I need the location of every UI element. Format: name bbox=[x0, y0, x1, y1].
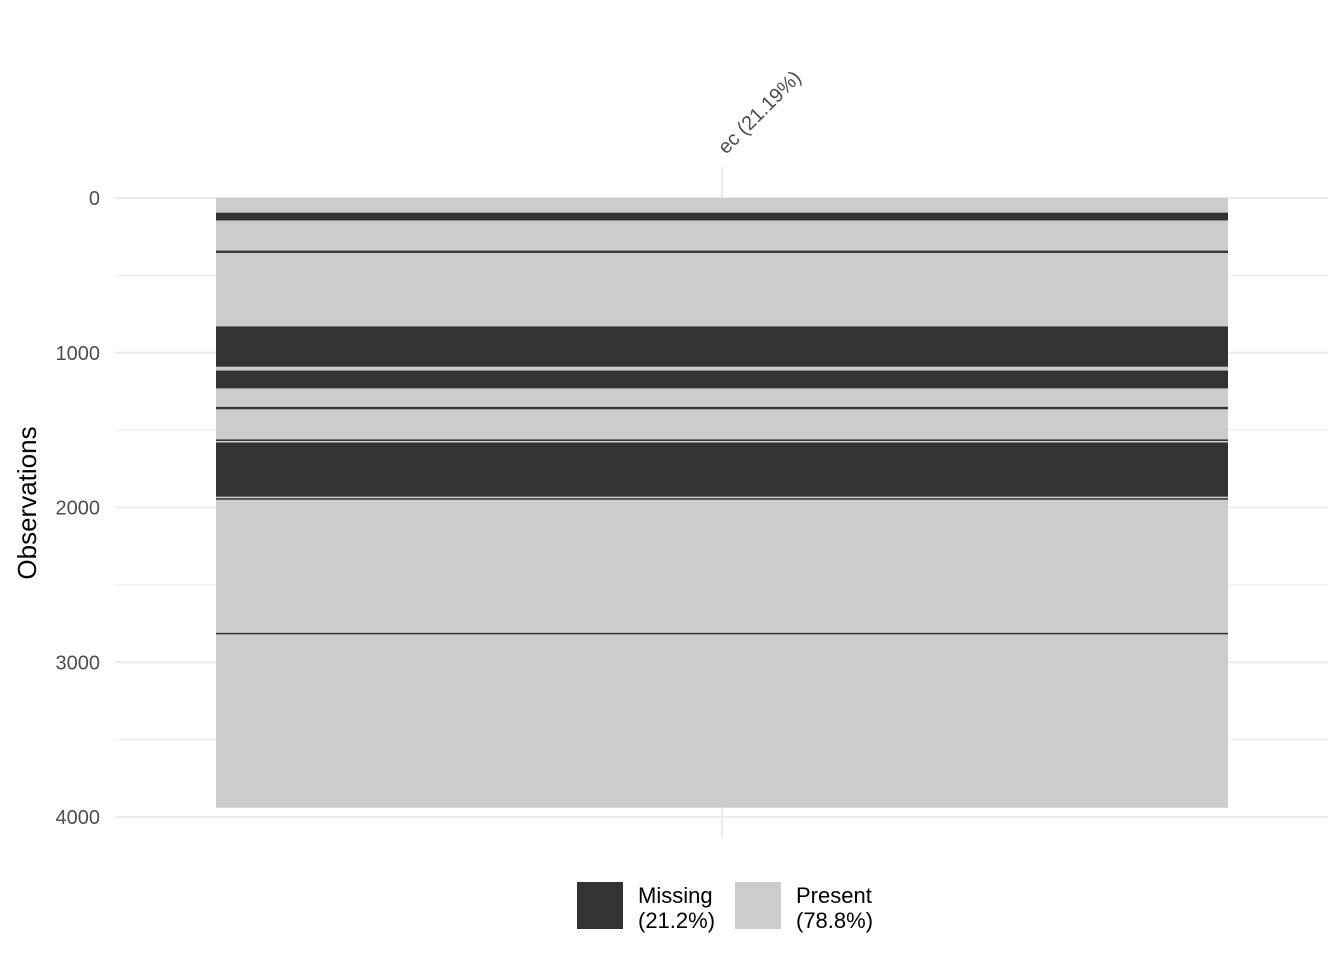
missing-segment bbox=[216, 406, 1228, 410]
missing-segment bbox=[216, 632, 1228, 635]
present-bar bbox=[216, 198, 1228, 808]
y-tick-label: 3000 bbox=[56, 652, 101, 674]
legend-percent-missing: (21.2%) bbox=[638, 908, 715, 933]
missing-segment bbox=[216, 442, 1228, 497]
missing-segment bbox=[216, 326, 1228, 367]
missingness-bars bbox=[216, 198, 1228, 808]
legend-swatch-missing bbox=[577, 882, 623, 929]
missing-segment bbox=[216, 370, 1228, 389]
legend-label-missing: Missing bbox=[638, 883, 713, 908]
legend: Missing(21.2%) Present(78.8%) bbox=[577, 882, 873, 933]
missing-segment bbox=[216, 250, 1228, 253]
y-tick-label: 2000 bbox=[56, 498, 101, 520]
y-axis-title: Observations bbox=[12, 426, 42, 579]
missing-segment bbox=[216, 439, 1228, 441]
y-tick-label: 4000 bbox=[56, 807, 101, 829]
legend-percent-present: (78.8%) bbox=[796, 908, 873, 933]
missing-segment bbox=[216, 212, 1228, 221]
legend-swatch-present bbox=[735, 882, 781, 929]
y-tick-label: 1000 bbox=[56, 343, 101, 365]
x-axis-labels: ec (21.19%) bbox=[714, 67, 806, 159]
y-tick-label: 0 bbox=[89, 188, 100, 210]
x-tick-label: ec (21.19%) bbox=[714, 67, 806, 159]
y-axis-ticks: 0 1000 2000 3000 4000 bbox=[56, 188, 101, 829]
missing-segment bbox=[216, 498, 1228, 500]
legend-label-present: Present bbox=[796, 883, 872, 908]
